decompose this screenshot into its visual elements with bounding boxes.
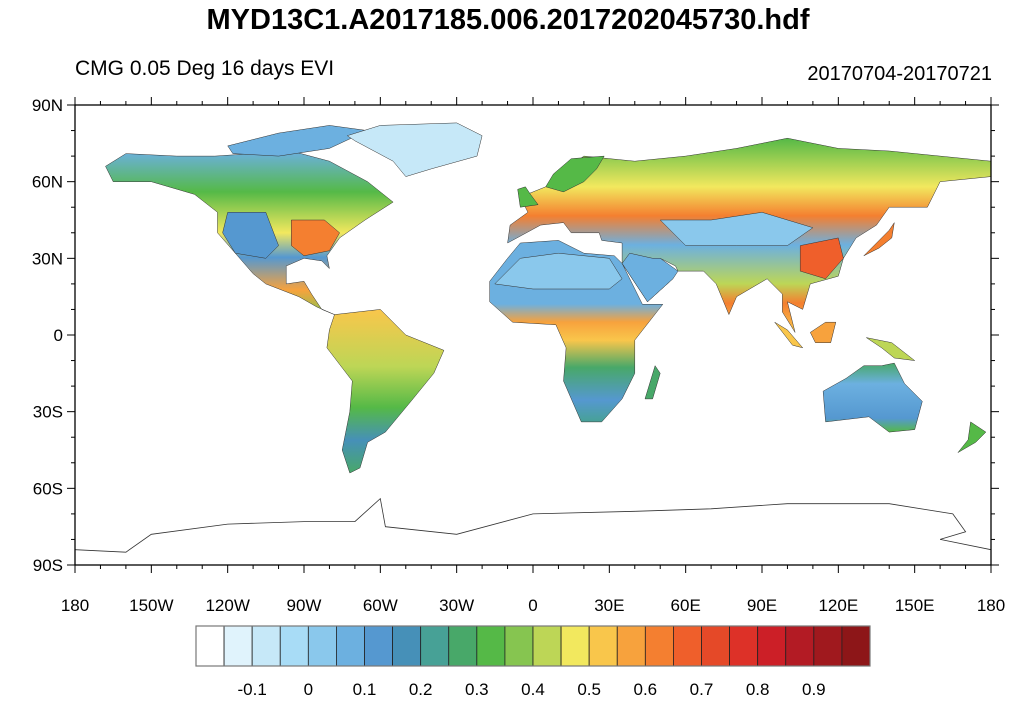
colorbar-box bbox=[336, 625, 365, 667]
arabia-landmass bbox=[621, 252, 679, 303]
lon-tick-label: 150W bbox=[129, 596, 173, 615]
colorbar-label: 0.9 bbox=[802, 680, 826, 699]
colorbar-box bbox=[588, 625, 618, 667]
colorbar-box bbox=[476, 625, 506, 667]
colorbar-label: 0.8 bbox=[746, 680, 770, 699]
lat-tick-label: 60S bbox=[33, 479, 63, 498]
colorbar-label: 0.6 bbox=[634, 680, 658, 699]
colorbar-box bbox=[701, 625, 730, 667]
lon-tick-label: 60E bbox=[671, 596, 701, 615]
colorbar-box bbox=[560, 625, 590, 667]
colorbar-box bbox=[729, 625, 759, 667]
lat-tick-label: 90S bbox=[33, 556, 63, 575]
colorbar-label: -0.1 bbox=[238, 680, 267, 699]
colorbar-box bbox=[616, 625, 646, 667]
colorbar-label: 0 bbox=[304, 680, 313, 699]
central-asia-low-evi-landmass bbox=[659, 212, 814, 246]
colorbar-label: 0.2 bbox=[409, 680, 433, 699]
colorbar-box bbox=[644, 625, 674, 667]
lat-tick-label: 60N bbox=[32, 173, 63, 192]
colorbar-box bbox=[841, 625, 871, 667]
plot-title: MYD13C1.A2017185.006.2017202045730.hdf bbox=[206, 4, 810, 36]
variable-subtitle: CMG 0.05 Deg 16 days EVI bbox=[75, 57, 335, 80]
colorbar-box bbox=[532, 625, 562, 667]
lon-tick-label: 120E bbox=[818, 596, 858, 615]
colorbar-box bbox=[223, 625, 253, 667]
lat-tick-label: 0 bbox=[54, 326, 63, 345]
sahara-low-evi-landmass bbox=[494, 252, 623, 290]
colorbar-label: 0.4 bbox=[521, 680, 545, 699]
colorbar-label: 0.7 bbox=[690, 680, 714, 699]
antarctica-outline bbox=[74, 497, 992, 553]
date-range-subtitle: 20170704-20170721 bbox=[807, 63, 992, 85]
colorbar-box bbox=[364, 625, 393, 667]
lon-tick-label: 0 bbox=[528, 596, 537, 615]
colorbar-box bbox=[673, 625, 702, 667]
colorbar-box bbox=[813, 625, 843, 667]
colorbar-box bbox=[195, 625, 225, 667]
borneo-landmass bbox=[809, 321, 837, 343]
lon-tick-label: 120W bbox=[205, 596, 249, 615]
colorbar-box bbox=[504, 625, 534, 667]
japan-landmass bbox=[863, 222, 895, 257]
lat-tick-label: 90N bbox=[32, 96, 63, 115]
lon-tick-label: 150E bbox=[895, 596, 935, 615]
arctic-islands-landmass bbox=[227, 125, 369, 157]
new-guinea-landmass bbox=[866, 337, 916, 361]
western-us-low-evi-landmass bbox=[222, 212, 279, 259]
colorbar-box bbox=[757, 625, 787, 667]
colorbar-label: 0.5 bbox=[577, 680, 601, 699]
colorbar-box bbox=[448, 625, 478, 667]
lon-tick-label: 30W bbox=[439, 596, 474, 615]
australia-landmass bbox=[822, 362, 923, 433]
lon-tick-label: 90W bbox=[287, 596, 322, 615]
lon-tick-label: 180 bbox=[61, 596, 89, 615]
colorbar-frame bbox=[195, 625, 871, 667]
colorbar-box bbox=[251, 625, 281, 667]
lon-tick-label: 90E bbox=[747, 596, 777, 615]
lon-tick-label: 180 bbox=[977, 596, 1005, 615]
eastern-us-high-evi-landmass bbox=[291, 219, 340, 257]
great-britain-landmass bbox=[517, 186, 539, 208]
madagascar-landmass bbox=[644, 365, 661, 400]
colorbar-box bbox=[392, 625, 422, 667]
new-zealand-landmass bbox=[957, 421, 987, 453]
lat-tick-label: 30S bbox=[33, 403, 63, 422]
sumatra-landmass bbox=[774, 321, 804, 349]
lat-tick-label: 30N bbox=[32, 249, 63, 268]
colorbar-box bbox=[420, 625, 450, 667]
greenland-landmass bbox=[346, 122, 483, 177]
colorbar-label: 0.1 bbox=[353, 680, 377, 699]
lon-tick-label: 30E bbox=[594, 596, 624, 615]
colorbar-label: 0.3 bbox=[465, 680, 489, 699]
china-east-high-evi-landmass bbox=[799, 237, 844, 280]
colorbar-box bbox=[307, 625, 337, 667]
scandinavia-landmass bbox=[545, 155, 605, 193]
south-america-landmass bbox=[326, 309, 445, 474]
lon-tick-label: 60W bbox=[363, 596, 398, 615]
colorbar-box bbox=[279, 625, 309, 667]
colorbar-box bbox=[785, 625, 815, 667]
